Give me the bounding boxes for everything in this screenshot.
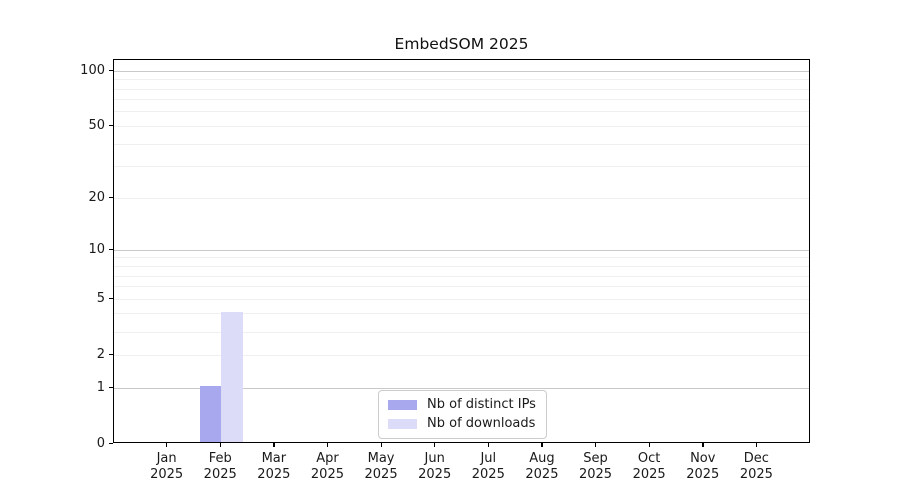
x-tick-month: Mar <box>261 451 287 466</box>
x-tick-label: Jan 2025 <box>125 451 209 483</box>
y-tick-mark <box>109 442 113 444</box>
gridline-minor <box>114 354 809 356</box>
x-tick-mark <box>380 443 382 447</box>
gridline-minor <box>114 275 809 277</box>
y-tick-mark <box>109 248 113 251</box>
x-tick-month: Jun <box>424 451 445 466</box>
gridline-minor <box>114 111 809 113</box>
x-tick-year: 2025 <box>257 467 291 482</box>
x-tick-year: 2025 <box>150 467 184 482</box>
x-tick-month: May <box>367 451 395 466</box>
x-tick-month: Oct <box>637 451 661 466</box>
x-tick-month: Nov <box>690 451 716 466</box>
x-tick-label: Aug 2025 <box>500 451 584 483</box>
x-tick-mark <box>219 443 222 447</box>
gridline-minor <box>114 99 809 101</box>
x-tick-month: Jan <box>156 451 177 466</box>
x-tick-mark <box>648 443 650 447</box>
legend-swatch <box>388 400 417 410</box>
x-tick-label: Jun 2025 <box>393 451 477 483</box>
chart-title: EmbedSOM 2025 <box>394 35 529 53</box>
x-tick-year: 2025 <box>632 467 666 482</box>
x-tick-year: 2025 <box>525 467 559 482</box>
y-tick-label: 1 <box>96 379 105 395</box>
gridline-major <box>114 249 809 251</box>
y-tick-mark <box>109 386 113 388</box>
plot-area: Nb of distinct IPs Nb of downloads <box>113 59 810 443</box>
x-tick-month: Aug <box>529 451 555 466</box>
x-tick-year: 2025 <box>578 467 613 482</box>
legend-label: Nb of distinct IPs <box>427 397 536 412</box>
gridline-minor <box>114 125 809 127</box>
gridline-minor <box>114 266 809 267</box>
x-tick-month: Jul <box>480 451 497 466</box>
legend: Nb of distinct IPs Nb of downloads <box>378 390 547 439</box>
x-tick-mark <box>595 443 597 447</box>
y-tick-mark <box>109 69 113 71</box>
x-tick-label: Apr 2025 <box>285 451 369 483</box>
x-tick-year: 2025 <box>471 467 505 482</box>
y-tick-mark <box>109 196 113 198</box>
y-tick-label: 5 <box>96 290 105 306</box>
gridline-minor <box>114 257 809 259</box>
gridline-minor <box>114 166 809 168</box>
y-tick-label: 2 <box>96 346 105 362</box>
x-tick-mark <box>702 443 704 447</box>
x-tick-label: May 2025 <box>339 451 423 483</box>
y-tick-label: 50 <box>88 117 105 133</box>
y-tick-label: 10 <box>88 241 105 257</box>
x-tick-label: Jul 2025 <box>446 451 530 483</box>
gridline-minor <box>114 313 809 315</box>
legend-entry: Nb of downloads <box>388 417 536 431</box>
x-tick-month: Feb <box>208 451 232 466</box>
x-tick-mark <box>755 443 758 447</box>
legend-swatch <box>388 419 417 429</box>
legend-entry: Nb of distinct IPs <box>388 398 536 412</box>
gridline-minor <box>114 197 809 199</box>
gridline-major <box>114 387 809 389</box>
gridline-minor <box>114 331 809 333</box>
x-tick-mark <box>166 443 168 447</box>
gridline-minor <box>114 143 809 145</box>
gridline-minor <box>114 286 809 288</box>
x-tick-year: 2025 <box>203 467 237 482</box>
y-tick-mark <box>109 297 113 300</box>
x-tick-year: 2025 <box>310 467 344 482</box>
x-tick-label: Sep 2025 <box>554 451 638 483</box>
x-tick-label: Feb 2025 <box>178 451 262 483</box>
x-tick-month: Sep <box>583 451 608 466</box>
y-tick-label: 0 <box>96 435 105 451</box>
x-tick-mark <box>434 443 436 447</box>
y-tick-mark <box>109 124 113 127</box>
x-tick-month: Dec <box>743 451 769 466</box>
y-tick-label: 20 <box>88 189 105 205</box>
x-tick-mark <box>273 443 275 447</box>
gridline-minor <box>114 298 809 300</box>
x-tick-year: 2025 <box>418 467 452 482</box>
y-tick-label: 100 <box>80 62 105 78</box>
x-tick-label: Nov 2025 <box>661 451 745 483</box>
x-tick-mark <box>541 443 543 447</box>
gridline-minor <box>114 88 809 90</box>
bar-nb-of-downloads-feb-2025 <box>221 312 243 442</box>
x-tick-label: Mar 2025 <box>232 451 316 483</box>
y-tick-mark <box>109 353 113 356</box>
x-tick-label: Oct 2025 <box>607 451 691 483</box>
x-tick-mark <box>487 443 490 447</box>
x-tick-mark <box>326 443 329 447</box>
gridline-minor <box>114 79 809 81</box>
gridline-major <box>114 70 809 72</box>
x-tick-year: 2025 <box>739 467 773 482</box>
x-tick-year: 2025 <box>364 467 398 482</box>
bar-nb-of-distinct-ips-feb-2025 <box>199 386 222 442</box>
x-tick-label: Dec 2025 <box>714 451 798 483</box>
x-tick-year: 2025 <box>686 467 720 482</box>
legend-label: Nb of downloads <box>427 416 536 431</box>
x-tick-month: Apr <box>316 451 339 466</box>
